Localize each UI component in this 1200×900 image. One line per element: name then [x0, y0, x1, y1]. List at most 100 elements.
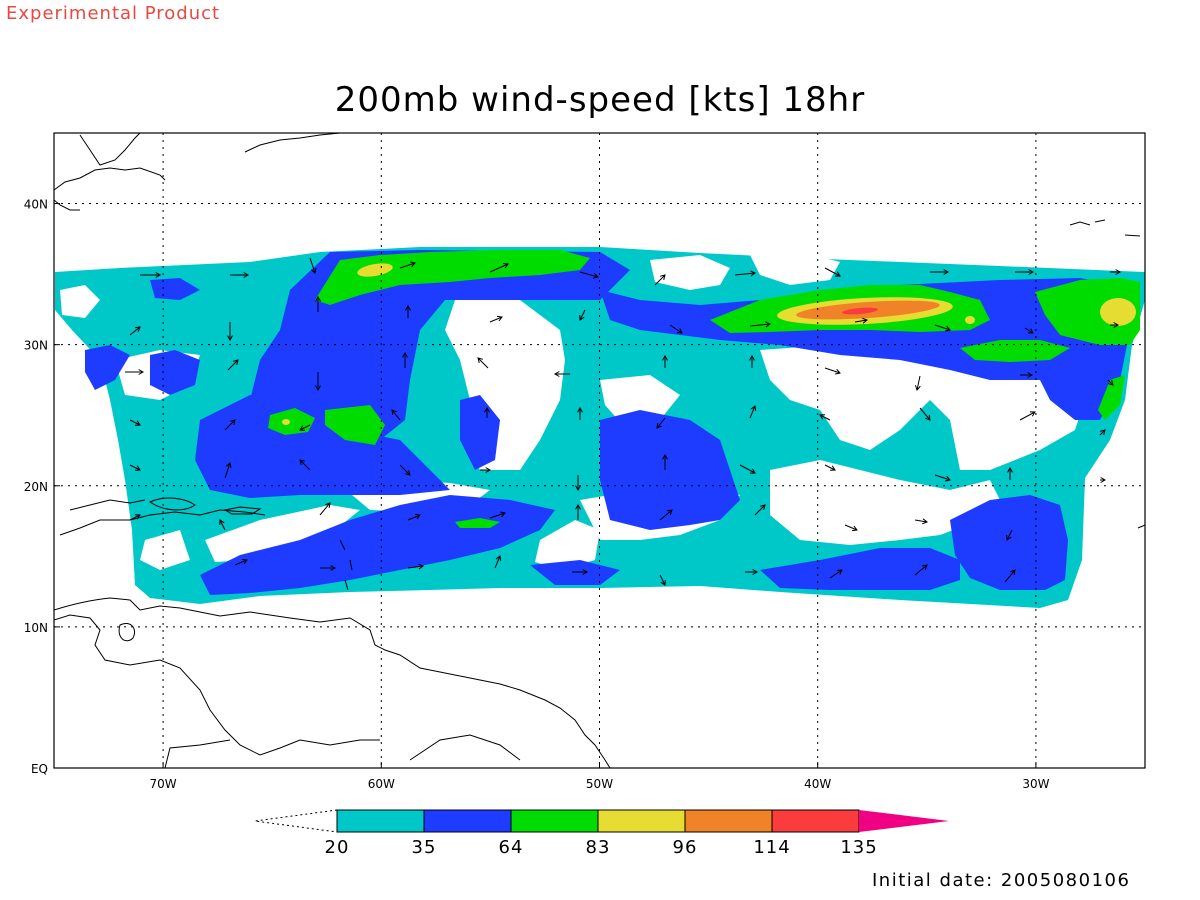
wind-vector [299, 424, 311, 431]
wind-vector [919, 407, 931, 421]
wind-vector [1024, 327, 1034, 334]
colorbar: 20 35 64 83 96 114 135 [254, 809, 949, 858]
coast-hispaniola [148, 497, 196, 511]
colorbar-swatch-20 [336, 809, 425, 833]
wind-vector [749, 321, 771, 328]
wind-vector [659, 574, 666, 586]
wind-vector [656, 417, 666, 429]
wind-vector [1007, 466, 1013, 480]
shade-35kt-11 [150, 278, 200, 300]
colorbar-label-83: 83 [586, 837, 611, 858]
shade-64kt-4 [960, 340, 1070, 362]
weak-wind-area-11 [60, 285, 100, 318]
wind-vector [824, 367, 841, 375]
wind-vector [575, 475, 581, 492]
wind-vector [391, 409, 401, 421]
coast-colombia [164, 739, 231, 768]
weak-wind-area-4 [205, 505, 360, 562]
shade-64kt-8 [455, 518, 500, 528]
shade-83kt-5 [965, 316, 975, 324]
lat-label-10N: 10N [24, 621, 48, 635]
lat-lon-grid [54, 133, 1145, 768]
wind-vector [489, 262, 509, 273]
shade-64kt-5 [1098, 375, 1125, 420]
wind-vector [129, 326, 141, 336]
colorbar-label-114: 114 [753, 837, 790, 858]
initial-date-label: Initial date: 2005080106 [872, 870, 1131, 891]
wind-vectors [125, 257, 1122, 586]
wind-vector [844, 524, 858, 532]
wind-vector [579, 271, 599, 279]
wind-vector [319, 502, 331, 516]
weak-wind-area-7 [535, 520, 600, 570]
wind-vector [577, 406, 583, 420]
wind-vector [484, 406, 490, 418]
wind-vector [129, 464, 141, 471]
wind-vector [575, 503, 581, 520]
wind-vector [914, 375, 921, 391]
wind-vector [399, 464, 411, 476]
map-title: 200mb wind-speed [kts] 18hr [334, 80, 866, 120]
wind-vector [227, 359, 239, 371]
wind-vector [734, 270, 756, 277]
wind-vector [1100, 477, 1107, 483]
coast-cape-verde [1137, 524, 1145, 529]
shade-35kt-9 [150, 350, 200, 395]
wind-vector [934, 324, 951, 332]
wind-vector [407, 513, 421, 521]
wind-vector [320, 565, 337, 571]
weak-wind-area-8 [650, 255, 730, 290]
wind-vector [480, 467, 492, 473]
wind-vector [1020, 372, 1034, 378]
wind-vector [1107, 379, 1114, 386]
shade-83kt-2 [1100, 298, 1136, 326]
wind-vector [739, 464, 756, 474]
colorbar-swatch-96 [684, 809, 773, 833]
wind-vector [405, 304, 411, 318]
wind-vector [824, 464, 836, 471]
colorbar-label-135: 135 [840, 837, 877, 858]
wind-vector [1099, 429, 1106, 436]
wind-vector [315, 295, 321, 312]
wind-vector [1110, 269, 1122, 275]
weak-wind-area-13 [600, 375, 680, 422]
wind-vector [749, 405, 757, 419]
wind-vector [1004, 569, 1016, 583]
wind-vector [749, 354, 755, 368]
wind-vector [829, 569, 843, 579]
wind-vector [659, 509, 673, 521]
wind-vector [299, 459, 311, 471]
shade-114kt-1 [842, 307, 878, 315]
coast-cape-cod [54, 199, 80, 211]
wind-vector [914, 564, 928, 576]
wind-vector [914, 518, 928, 525]
shade-35kt-3 [600, 410, 740, 530]
lon-label-70W: 70W [150, 777, 177, 791]
wind-vector [125, 369, 145, 375]
wind-vector [824, 267, 841, 277]
lat-label-40N: 40N [24, 198, 48, 212]
wind-vector [930, 269, 950, 275]
lat-label-30N: 30N [24, 339, 48, 353]
coastlines [54, 133, 1145, 768]
wind-vector [754, 504, 766, 516]
wind-vector [489, 511, 506, 519]
lat-label-EQ: EQ [31, 762, 48, 776]
wind-vector [745, 569, 759, 575]
wind-vector [1015, 269, 1035, 275]
coast-venezuela-inland [54, 614, 380, 756]
wind-vector [399, 261, 416, 269]
shade-35kt-4 [195, 395, 450, 498]
coast-lesser-antilles [339, 539, 353, 591]
wind-vector [1006, 529, 1013, 541]
shade-35kt-7 [760, 548, 960, 590]
wind-vector [224, 419, 236, 431]
wind-speed-shading [55, 247, 1145, 608]
wind-vector [219, 519, 226, 531]
wind-vector [230, 272, 250, 278]
wind-vector [227, 322, 233, 342]
shade-35kt-10 [85, 345, 130, 390]
wind-vector [477, 357, 489, 369]
shade-83kt-4 [282, 419, 290, 425]
